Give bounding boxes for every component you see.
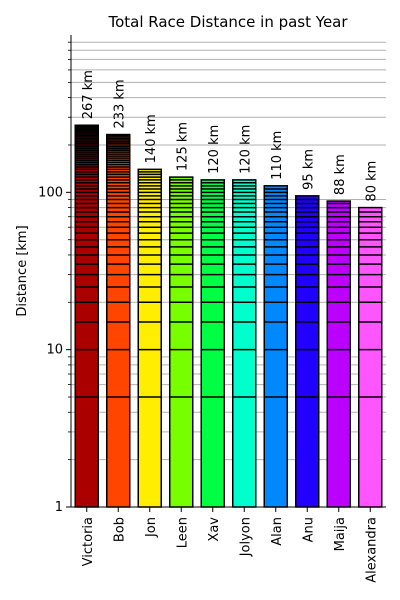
y-axis-ticks: 1 10 100 (38, 41, 71, 515)
bar (232, 179, 257, 508)
x-tick-label: Alan (270, 517, 285, 546)
data-label: 120 km (207, 125, 222, 174)
bar-rect (358, 206, 383, 508)
data-label: 88 km (333, 154, 348, 195)
bar (326, 200, 351, 508)
data-labels: 267 km 233 km 140 km 125 km 120 km 120 km 110 … (81, 70, 380, 201)
data-label: 125 km (175, 122, 190, 171)
x-tick-label: Bob (112, 517, 127, 542)
bar (74, 124, 99, 508)
x-tick-label: Anu (301, 517, 316, 542)
y-axis-label: Distance [km] (15, 225, 30, 316)
x-tick-label: Jon (144, 517, 159, 538)
x-tick-label: Xav (207, 517, 222, 542)
x-axis-ticks: Victoria Bob Jon Leen Xav Jolyon Alan Anu Maija A… (81, 507, 379, 583)
bar (137, 168, 162, 508)
x-tick-label: Victoria (81, 517, 96, 566)
y-tick-label: 10 (46, 343, 63, 358)
bar (263, 185, 288, 508)
y-tick-label: 100 (38, 185, 63, 200)
data-label: 120 km (238, 125, 253, 174)
x-tick-label: Alexandra (364, 517, 379, 583)
bars (74, 124, 383, 508)
data-label: 140 km (144, 114, 159, 163)
bar (295, 195, 320, 508)
bar-rect (295, 195, 320, 508)
y-tick-label: 1 (55, 500, 63, 515)
data-label: 267 km (81, 70, 96, 119)
data-label: 233 km (112, 79, 127, 128)
bar-rect (106, 133, 131, 508)
data-label: 80 km (364, 161, 379, 202)
bar (169, 176, 194, 508)
data-label: 110 km (270, 131, 285, 180)
bar (106, 133, 131, 508)
axes (70, 35, 386, 508)
bar (200, 179, 225, 508)
bar-rect (200, 179, 225, 508)
x-tick-label: Jolyon (238, 517, 253, 557)
bar (358, 206, 383, 508)
chart-title: Total Race Distance in past Year (107, 13, 348, 31)
x-tick-label: Maija (333, 517, 348, 551)
bar-rect (137, 168, 162, 508)
bar-rect (263, 185, 288, 508)
bar-rect (232, 179, 257, 508)
x-tick-label: Leen (175, 517, 190, 548)
data-label: 95 km (301, 149, 316, 190)
